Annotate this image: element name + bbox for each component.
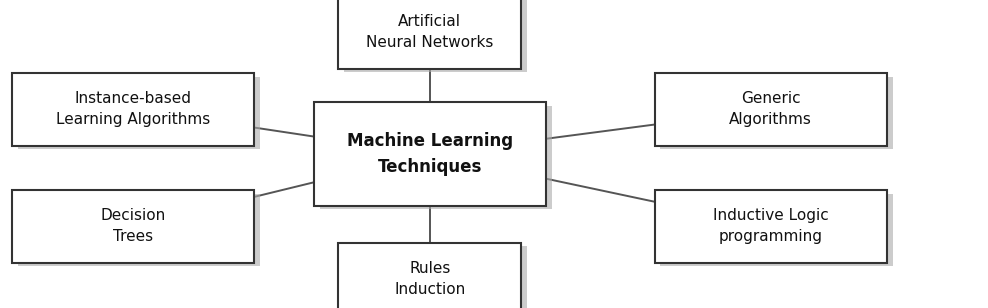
Text: Decision
Trees: Decision Trees xyxy=(101,209,166,244)
Text: Machine Learning
Techniques: Machine Learning Techniques xyxy=(347,132,513,176)
Text: Inductive Logic
programming: Inductive Logic programming xyxy=(712,209,829,244)
FancyBboxPatch shape xyxy=(655,73,887,145)
FancyBboxPatch shape xyxy=(661,77,893,149)
Text: Artificial
Neural Networks: Artificial Neural Networks xyxy=(367,14,493,50)
FancyBboxPatch shape xyxy=(345,246,528,308)
Text: Generic
Algorithms: Generic Algorithms xyxy=(729,91,812,127)
FancyBboxPatch shape xyxy=(338,243,522,308)
FancyBboxPatch shape xyxy=(345,0,528,72)
FancyBboxPatch shape xyxy=(320,106,551,209)
FancyBboxPatch shape xyxy=(655,190,887,262)
Text: Rules
Induction: Rules Induction xyxy=(394,261,465,297)
FancyBboxPatch shape xyxy=(19,77,260,149)
FancyBboxPatch shape xyxy=(19,194,260,266)
FancyBboxPatch shape xyxy=(661,194,893,266)
FancyBboxPatch shape xyxy=(13,190,254,262)
FancyBboxPatch shape xyxy=(314,102,545,206)
Text: Instance-based
Learning Algorithms: Instance-based Learning Algorithms xyxy=(56,91,210,127)
FancyBboxPatch shape xyxy=(338,0,522,68)
FancyBboxPatch shape xyxy=(13,73,254,145)
